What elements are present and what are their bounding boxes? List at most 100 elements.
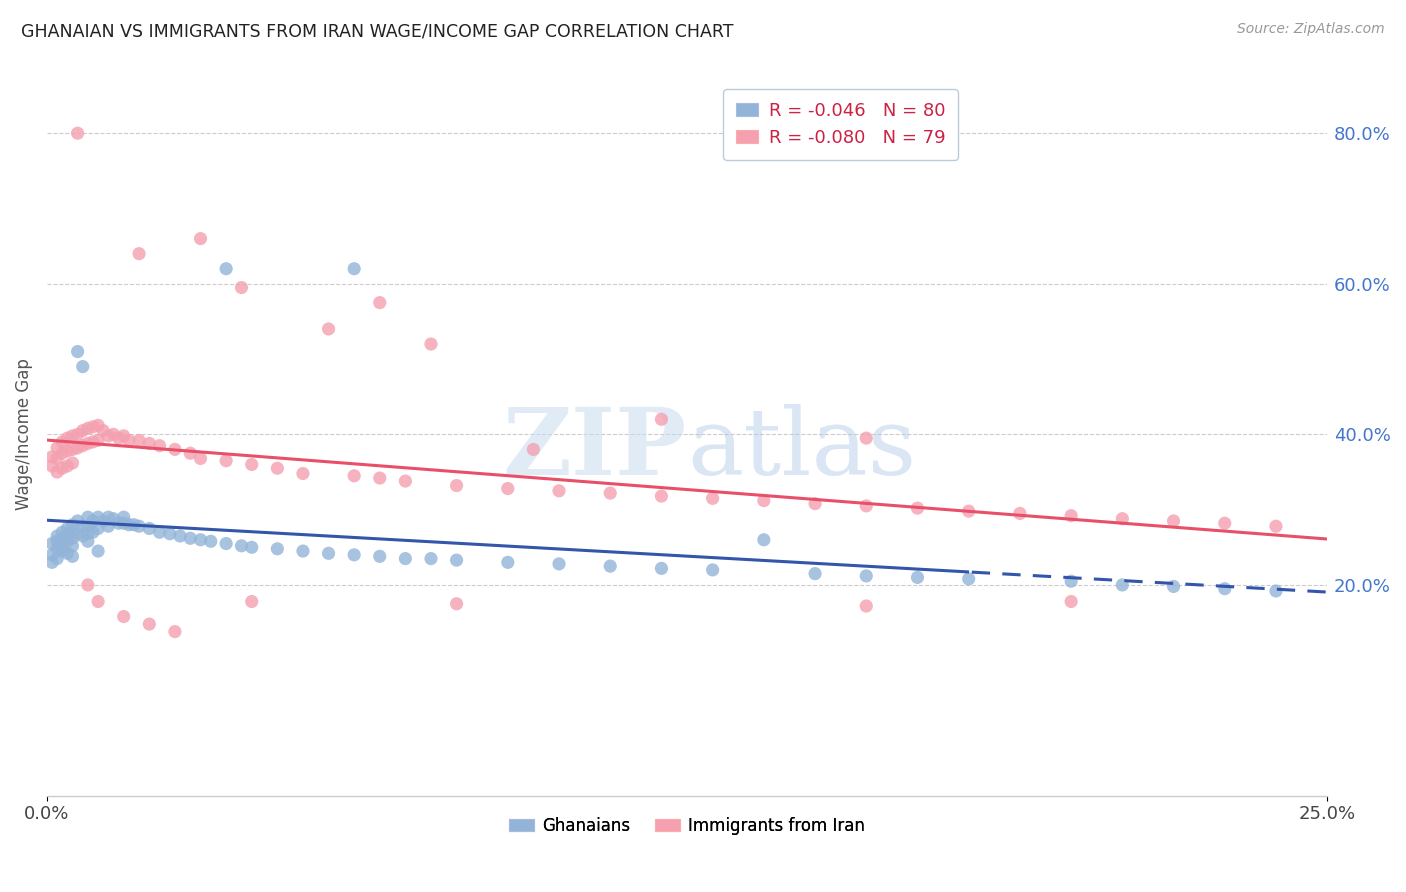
Point (804, 497, 827, 511)
Point (82, 525, 104, 540)
Point (650, 561, 672, 575)
Point (394, 551, 416, 566)
Point (41, 450, 63, 464)
Point (56, 529, 79, 543)
Point (650, 412, 672, 426)
Point (163, 624, 186, 639)
Point (72, 439, 94, 453)
Point (1163, 579, 1185, 593)
Point (76, 578, 98, 592)
Point (368, 471, 391, 485)
Text: ZIP: ZIP (503, 404, 688, 494)
Point (46, 534, 69, 549)
Point (56, 534, 79, 549)
Point (548, 483, 571, 498)
Point (1008, 507, 1031, 521)
Point (82, 420, 104, 434)
Point (231, 280, 253, 294)
Point (446, 553, 468, 567)
Point (76, 519, 98, 533)
Point (128, 246, 150, 260)
Point (51, 533, 73, 547)
Point (215, 261, 238, 276)
Point (82, 434, 104, 449)
Point (112, 609, 135, 624)
Point (51, 544, 73, 558)
Point (215, 454, 238, 468)
Point (51, 525, 73, 540)
Point (82, 514, 104, 528)
Point (62, 429, 84, 443)
Point (394, 474, 416, 488)
Point (76, 534, 98, 549)
Point (118, 434, 141, 448)
Point (138, 436, 160, 450)
Point (72, 519, 94, 533)
Point (46, 529, 69, 543)
Point (957, 504, 980, 518)
Point (97, 429, 120, 443)
Point (190, 232, 212, 246)
Point (138, 521, 160, 535)
Point (200, 534, 222, 549)
Point (72, 424, 94, 438)
Point (97, 519, 120, 533)
Point (46, 451, 69, 466)
Point (91, 424, 114, 438)
Point (1060, 594, 1083, 608)
Point (138, 617, 160, 632)
Point (446, 478, 468, 492)
Point (215, 536, 238, 550)
Point (1265, 519, 1288, 533)
Point (103, 511, 125, 525)
Point (46, 465, 69, 479)
Point (240, 458, 263, 472)
Point (46, 541, 69, 556)
Point (291, 467, 314, 481)
Point (56, 431, 79, 445)
Point (752, 493, 775, 508)
Point (907, 570, 929, 584)
Point (190, 451, 212, 466)
Point (522, 442, 544, 457)
Point (855, 569, 877, 583)
Legend: Ghanaians, Immigrants from Iran: Ghanaians, Immigrants from Iran (502, 810, 872, 842)
Point (76, 510, 98, 524)
Point (56, 444, 79, 458)
Point (240, 541, 263, 555)
Point (62, 456, 84, 470)
Point (1213, 516, 1236, 531)
Point (343, 548, 366, 562)
Point (56, 458, 79, 473)
Point (159, 526, 181, 541)
Point (66, 514, 89, 528)
Point (62, 517, 84, 532)
Point (103, 427, 125, 442)
Point (72, 359, 94, 374)
Point (446, 597, 468, 611)
Point (51, 541, 73, 555)
Point (107, 431, 129, 445)
Point (66, 441, 89, 455)
Point (179, 446, 201, 460)
Point (41, 548, 63, 562)
Point (66, 427, 89, 442)
Point (87, 594, 110, 608)
Point (87, 418, 110, 433)
Point (56, 521, 79, 535)
Point (128, 434, 150, 448)
Point (599, 559, 621, 574)
Point (702, 563, 724, 577)
Point (148, 525, 170, 540)
Point (752, 533, 775, 547)
Point (62, 442, 84, 457)
Point (72, 529, 94, 543)
Point (496, 482, 519, 496)
Point (599, 486, 621, 500)
Point (91, 514, 114, 528)
Point (97, 510, 120, 524)
Point (368, 549, 391, 564)
Point (107, 516, 129, 531)
Point (266, 461, 288, 475)
Point (420, 551, 443, 566)
